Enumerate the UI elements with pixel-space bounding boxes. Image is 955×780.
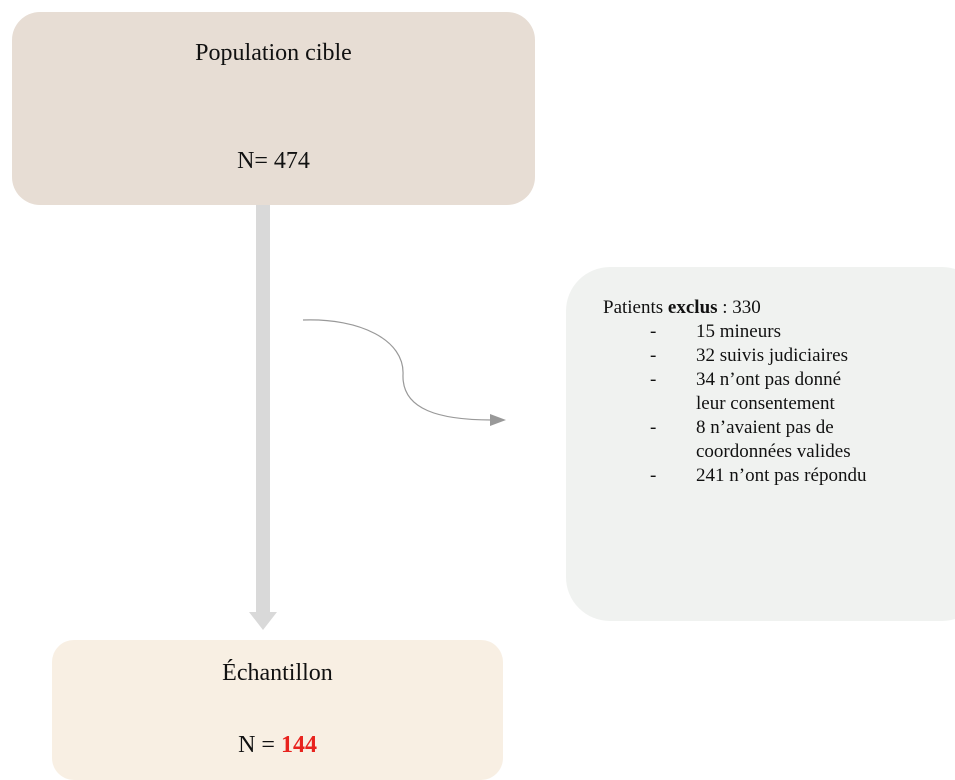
box-count: N = 144 (52, 732, 503, 759)
item-text: 8 n’avaient pas de coordonnées valides (696, 417, 851, 462)
item-text: 241 n’ont pas répondu (696, 465, 867, 486)
label-text: : 330 (717, 297, 761, 318)
target-population-box: Population cible N= 474 (12, 12, 535, 205)
item-text: 32 suivis judiciaires (696, 345, 848, 366)
exclusion-arrow-head (490, 414, 506, 426)
box-title: Échantillon (222, 660, 333, 686)
count-value: 144 (280, 732, 317, 758)
bullet: - (650, 465, 657, 486)
box-title: Population cible (195, 40, 352, 66)
item-text: 15 mineurs (696, 321, 781, 342)
label-bold: exclus (667, 297, 718, 318)
count-prefix: N = (238, 732, 281, 758)
label-text: Patients (603, 297, 668, 318)
excluded-box (566, 267, 955, 621)
excluded-label: Patients exclus : 330 (603, 296, 761, 320)
exclusion-arrow (302, 319, 493, 421)
sample-box: Échantillon N = 144 (52, 640, 503, 780)
bullet: - (650, 321, 657, 342)
box-count: N= 474 (237, 148, 310, 174)
bullet: - (650, 417, 657, 438)
main-arrow-shaft (256, 198, 270, 612)
bullet: - (650, 369, 657, 390)
item-text: 34 n’ont pas donné leur consentement (696, 369, 842, 414)
main-arrow-head (249, 612, 277, 630)
bullet: - (650, 345, 657, 366)
